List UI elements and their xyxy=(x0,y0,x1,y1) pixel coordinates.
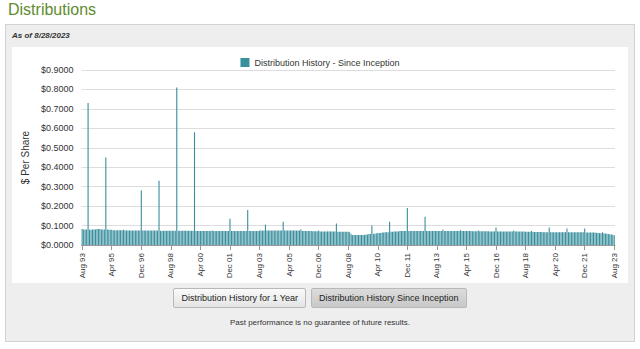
svg-text:Dec 01: Dec 01 xyxy=(225,252,234,278)
svg-text:$0.5000: $0.5000 xyxy=(41,143,74,153)
svg-text:Apr 10: Apr 10 xyxy=(373,252,382,276)
svg-text:Aug 13: Aug 13 xyxy=(432,252,441,278)
svg-text:Apr 00: Apr 00 xyxy=(196,252,205,276)
svg-text:Dec 21: Dec 21 xyxy=(580,252,589,278)
svg-text:$0.2000: $0.2000 xyxy=(41,201,74,211)
svg-text:Aug 18: Aug 18 xyxy=(521,252,530,278)
svg-text:Apr 15: Apr 15 xyxy=(462,252,471,276)
svg-text:Dec 96: Dec 96 xyxy=(137,252,146,278)
svg-text:$0.7000: $0.7000 xyxy=(41,104,74,114)
svg-text:Dec 11: Dec 11 xyxy=(403,252,412,277)
html-text:Distribution History Since Inc: Distribution History Since Inception xyxy=(319,293,459,303)
svg-text:Aug 23: Aug 23 xyxy=(610,252,619,278)
svg-text:$0.8000: $0.8000 xyxy=(41,84,74,94)
html-text:Distributions: Distributions xyxy=(8,1,96,18)
svg-text:Apr 95: Apr 95 xyxy=(107,252,116,276)
html-text:Distribution History for 1 Yea: Distribution History for 1 Year xyxy=(181,293,298,303)
svg-text:$0.1000: $0.1000 xyxy=(41,221,74,231)
svg-text:Dec 06: Dec 06 xyxy=(314,252,323,278)
svg-text:Distribution History - Since I: Distribution History - Since Inception xyxy=(254,58,399,68)
svg-text:$0.4000: $0.4000 xyxy=(41,162,74,172)
svg-text:Aug 03: Aug 03 xyxy=(255,252,264,278)
svg-text:$0.9000: $0.9000 xyxy=(41,65,74,75)
html-text:Past performance is no guarant: Past performance is no guarantee of futu… xyxy=(229,318,410,327)
svg-text:$0.6000: $0.6000 xyxy=(41,123,74,133)
svg-text:Apr 05: Apr 05 xyxy=(285,252,294,276)
svg-text:$0.3000: $0.3000 xyxy=(41,182,74,192)
svg-text:$0.0000: $0.0000 xyxy=(41,240,74,250)
svg-text:Aug 93: Aug 93 xyxy=(78,252,87,278)
svg-text:Aug 98: Aug 98 xyxy=(166,252,175,278)
svg-text:Apr 20: Apr 20 xyxy=(551,252,560,276)
svg-text:Dec 16: Dec 16 xyxy=(492,252,501,278)
html-text:As of 8/28/2023: As of 8/28/2023 xyxy=(12,31,70,40)
svg-text:$ Per Share: $ Per Share xyxy=(20,130,31,184)
svg-text:Aug 08: Aug 08 xyxy=(344,252,353,278)
